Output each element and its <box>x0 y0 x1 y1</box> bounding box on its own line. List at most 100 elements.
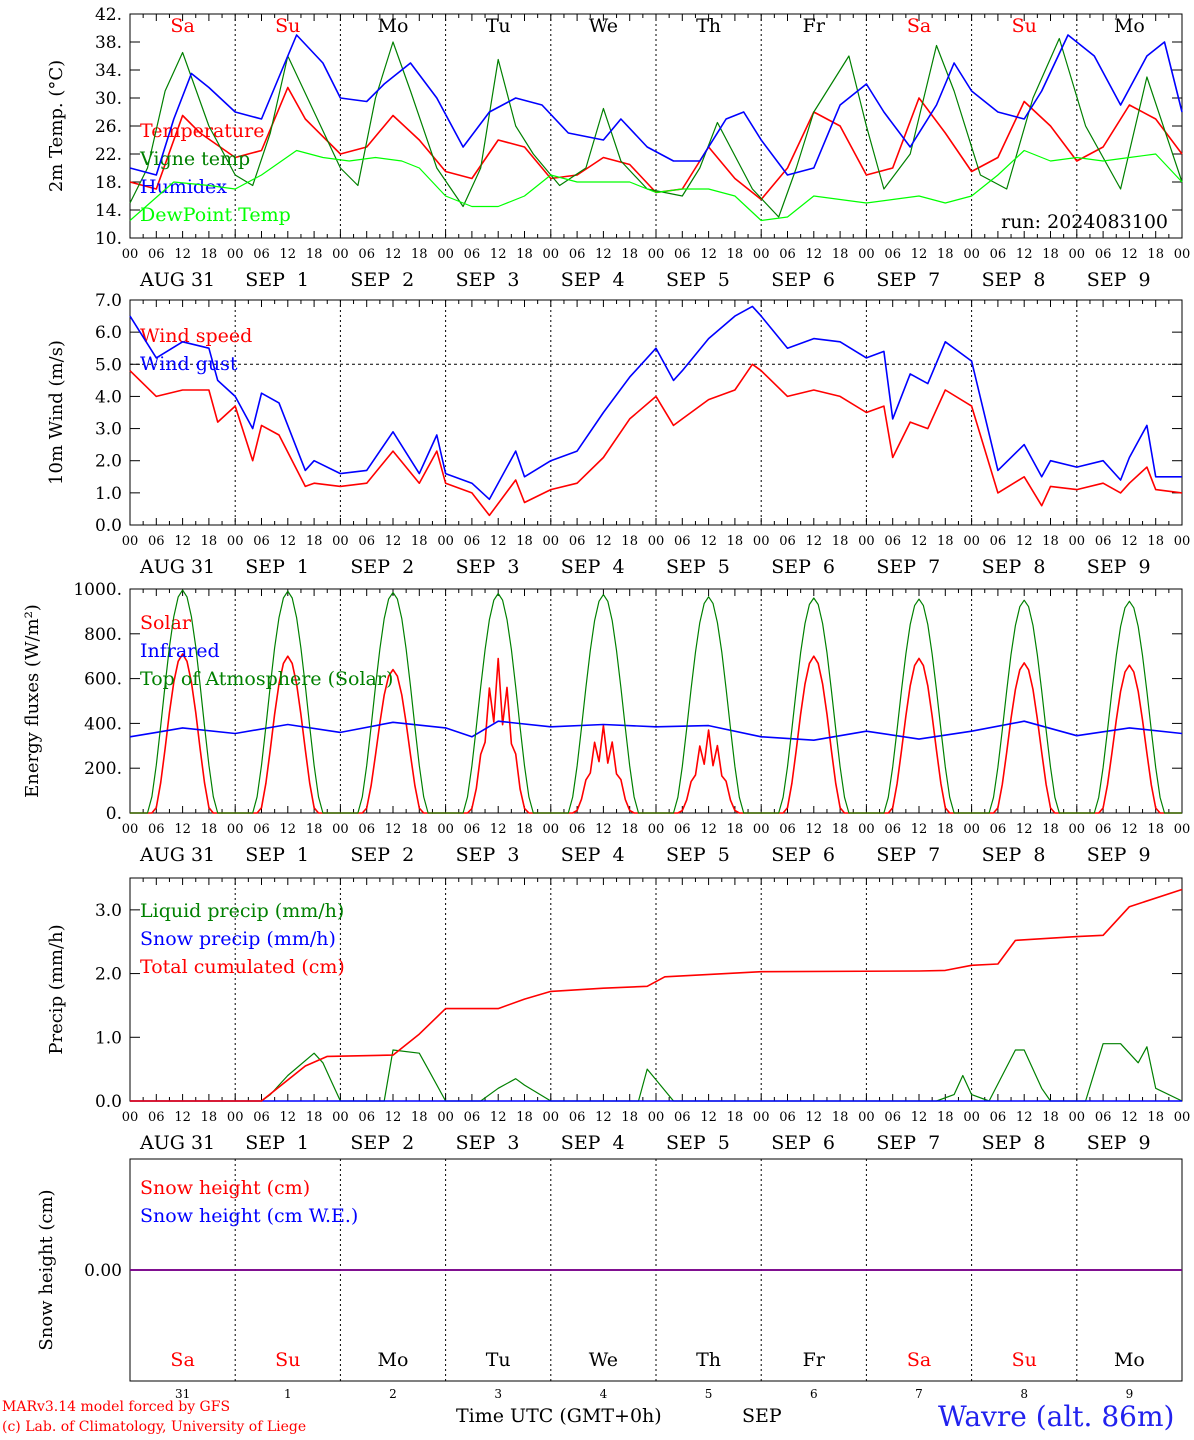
panel-1: 00 06 12 18 00 06 12 18 00 06 12 18 00 06 12 18 00 06 12 18… <box>46 5 1190 291</box>
weekday-label: Sa <box>907 1349 931 1371</box>
weekday-label: Mo <box>1114 1349 1145 1371</box>
hour-label: 12 <box>1016 822 1033 837</box>
date-label: SEP 7 <box>876 556 940 578</box>
hour-label: 06 <box>884 1110 901 1125</box>
date-label: SEP 7 <box>876 269 940 291</box>
hour-label: 06 <box>464 247 481 262</box>
hour-label: 06 <box>1095 1110 1112 1125</box>
day-number: 7 <box>915 1387 923 1401</box>
day-number: 1 <box>284 1387 292 1401</box>
hour-label: 00 <box>963 534 980 549</box>
date-label: SEP 5 <box>666 844 730 866</box>
hour-label: 18 <box>516 1110 533 1125</box>
hour-label: 00 <box>963 822 980 837</box>
date-label: AUG 31 <box>139 844 215 866</box>
hour-label: 18 <box>201 534 218 549</box>
hour-label: 18 <box>937 534 954 549</box>
legend-entry: Vigne temp <box>139 148 250 170</box>
hour-label: 12 <box>174 822 191 837</box>
y-tick-label: 400. <box>84 714 122 734</box>
series-line <box>130 1043 1183 1102</box>
weekday-label: Th <box>696 1349 721 1371</box>
hour-label: 06 <box>358 534 375 549</box>
hour-label: 18 <box>621 247 638 262</box>
day-number: 2 <box>389 1387 397 1401</box>
series-line <box>129 37 1183 218</box>
legend-entry: Wind speed <box>140 325 252 347</box>
hour-label: 00 <box>227 247 244 262</box>
weekday-label: Su <box>275 15 300 37</box>
day-number: 5 <box>705 1387 713 1401</box>
series-line <box>130 888 1183 1102</box>
hour-label: 00 <box>648 247 665 262</box>
hour-label: 00 <box>1069 247 1086 262</box>
hour-label: 00 <box>1069 1110 1086 1125</box>
hour-label: 12 <box>806 822 823 837</box>
hour-label: 18 <box>201 822 218 837</box>
hour-label: 12 <box>385 534 402 549</box>
hour-label: 12 <box>1121 1110 1138 1125</box>
hour-label: 06 <box>358 822 375 837</box>
legend-entry: Snow precip (mm/h) <box>140 928 336 950</box>
hour-label: 12 <box>595 822 612 837</box>
date-label: SEP 6 <box>771 556 835 578</box>
date-label: SEP 1 <box>245 269 309 291</box>
x-axis-title: Time UTC (GMT+0h) <box>456 1405 662 1427</box>
date-label: SEP 8 <box>982 1132 1046 1154</box>
hour-label: 12 <box>595 534 612 549</box>
date-label: SEP 3 <box>456 269 520 291</box>
station-name: Wavre (alt. 86m) <box>938 1400 1175 1433</box>
y-tick-label: 14. <box>95 201 122 221</box>
y-axis-label: 10m Wind (m/s) <box>46 340 67 485</box>
series-line <box>130 589 1182 814</box>
hour-label: 12 <box>1121 247 1138 262</box>
hour-label: 18 <box>727 822 744 837</box>
legend-entry: Wind gust <box>140 353 238 375</box>
weekday-label: Mo <box>378 15 409 37</box>
hour-label: 18 <box>621 1110 638 1125</box>
date-label: SEP 2 <box>350 556 414 578</box>
hour-label: 06 <box>884 822 901 837</box>
hour-label: 18 <box>306 247 323 262</box>
hour-label: 18 <box>832 822 849 837</box>
y-tick-label: 5.0 <box>95 355 122 375</box>
date-label: SEP 8 <box>982 556 1046 578</box>
hour-label: 00 <box>753 534 770 549</box>
hour-label: 00 <box>1069 822 1086 837</box>
hour-label: 06 <box>358 1110 375 1125</box>
hour-label: 00 <box>648 534 665 549</box>
hour-label: 06 <box>779 534 796 549</box>
y-tick-label: 26. <box>95 117 122 137</box>
date-label: SEP 5 <box>666 269 730 291</box>
date-label: SEP 2 <box>350 844 414 866</box>
hour-label: 06 <box>674 534 691 549</box>
date-label: SEP 4 <box>561 844 625 866</box>
hour-label: 12 <box>490 247 507 262</box>
hour-label: 06 <box>990 247 1007 262</box>
hour-label: 00 <box>963 1110 980 1125</box>
hour-label: 12 <box>174 534 191 549</box>
hour-label: 00 <box>332 1110 349 1125</box>
y-axis-label: Precip (mm/h) <box>46 924 67 1054</box>
hour-label: 18 <box>727 534 744 549</box>
hour-label: 18 <box>1147 822 1164 837</box>
date-label: SEP 9 <box>1087 556 1151 578</box>
hour-label: 12 <box>700 534 717 549</box>
panel-5: 0.00 Snow height (cm) Snow height (cm) Snow… <box>36 1158 1183 1401</box>
hour-label: 00 <box>858 822 875 837</box>
hour-label: 18 <box>727 1110 744 1125</box>
lab-credit: (c) Lab. of Climatology, University of L… <box>2 1419 307 1435</box>
date-label: SEP 5 <box>666 556 730 578</box>
y-tick-label: 1.0 <box>95 1028 122 1048</box>
hour-label: 06 <box>1095 534 1112 549</box>
hour-label: 18 <box>306 1110 323 1125</box>
legend-entry: Temperature <box>140 120 264 142</box>
hour-label: 18 <box>1042 534 1059 549</box>
weekday-label: Su <box>1012 1349 1037 1371</box>
hour-label: 00 <box>1069 534 1086 549</box>
hour-label: 06 <box>464 534 481 549</box>
hour-label: 00 <box>122 247 139 262</box>
date-label: SEP 2 <box>350 1132 414 1154</box>
hour-label: 18 <box>1042 247 1059 262</box>
